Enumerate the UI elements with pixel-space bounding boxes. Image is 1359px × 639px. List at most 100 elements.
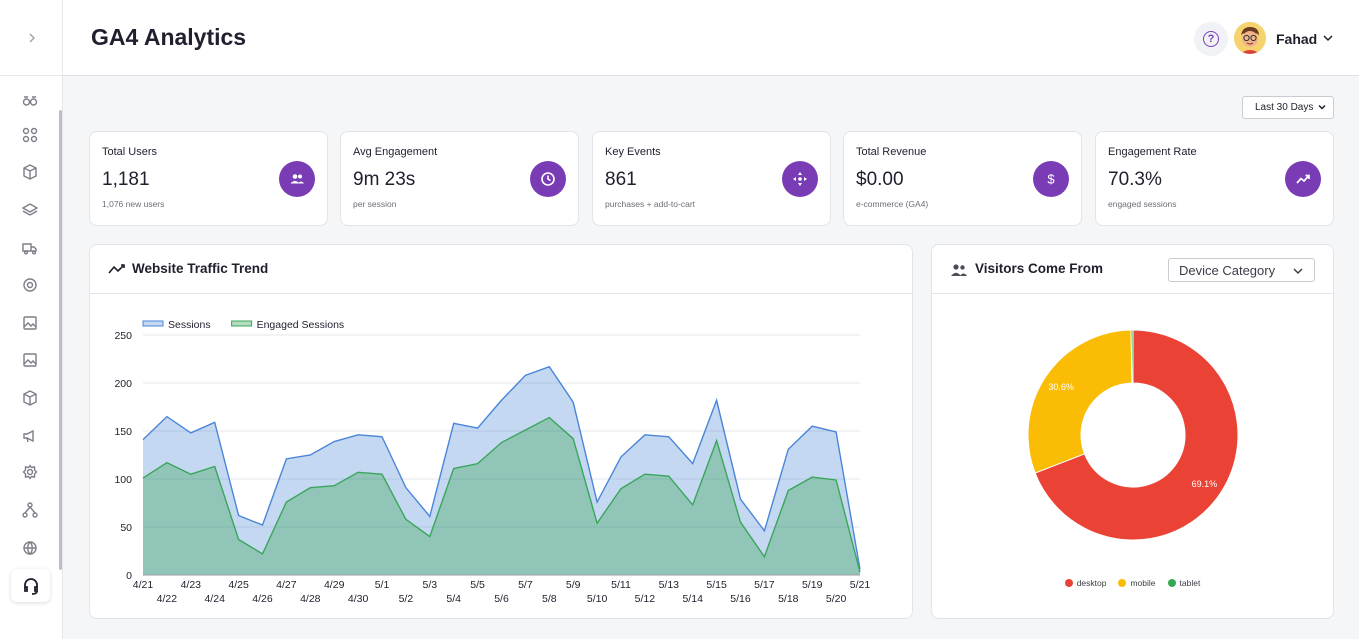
- top-header: GA4 Analytics ? Fahad: [63, 0, 1359, 76]
- avatar[interactable]: [1234, 22, 1266, 54]
- image-icon: [23, 353, 37, 367]
- x-tick-label: 5/19: [802, 579, 823, 591]
- y-tick-label: 150: [114, 426, 132, 438]
- legend-dot: [1118, 579, 1127, 587]
- legend-label: Engaged Sessions: [257, 319, 345, 331]
- eyes-icon: [22, 96, 38, 106]
- panel-header: Visitors Come From Device Category: [932, 245, 1333, 294]
- kpi-value: 9m 23s: [353, 169, 416, 190]
- donut-slice-label: 30.6%: [1048, 382, 1074, 392]
- legend-item-desktop[interactable]: desktop: [1064, 578, 1107, 588]
- donut-legend: desktop mobile tablet: [932, 578, 1333, 588]
- sidebar-item-media[interactable]: [18, 311, 42, 335]
- x-tick-label: 5/14: [682, 593, 703, 605]
- y-tick-label: 0: [126, 570, 132, 582]
- x-tick-label: 5/12: [635, 593, 656, 605]
- lifebuoy-icon: [23, 278, 37, 292]
- sidebar-item-global[interactable]: [18, 536, 42, 560]
- kpi-value: 861: [605, 169, 637, 190]
- x-tick-label: 5/1: [375, 579, 390, 591]
- sidebar-item-inventory[interactable]: [18, 386, 42, 410]
- image-icon: [23, 316, 37, 330]
- chevron-right-icon: [29, 33, 35, 42]
- layers-icon: [22, 203, 38, 216]
- x-tick-label: 5/9: [566, 579, 581, 591]
- sidebar-item-dashboard[interactable]: [18, 123, 42, 147]
- date-range-select[interactable]: Last 30 Days: [1242, 96, 1334, 119]
- legend-item-mobile[interactable]: mobile: [1118, 578, 1156, 588]
- legend-swatch: [231, 320, 253, 327]
- x-tick-label: 5/18: [778, 593, 799, 605]
- legend-dot: [1167, 579, 1176, 587]
- kpi-card-engagement-rate: Engagement Rate 70.3% engaged sessions: [1095, 131, 1334, 226]
- sidebar-item-layers[interactable]: [18, 198, 42, 222]
- sidebar-item-helpdesk[interactable]: [11, 569, 50, 602]
- sidebar-item-products[interactable]: [18, 160, 42, 184]
- series-line: [142, 365, 861, 570]
- date-range-value: Last 30 Days: [1255, 102, 1314, 113]
- sidebar-item-marketing[interactable]: [18, 424, 42, 448]
- sidebar-item-gallery[interactable]: [18, 348, 42, 372]
- kpi-subtext: per session: [353, 199, 397, 209]
- y-tick-label: 200: [114, 378, 132, 390]
- x-tick-label: 4/26: [252, 593, 273, 605]
- donut-slice-tablet: [1130, 329, 1134, 384]
- visitors-donut-chart: 69.1% 30.6%: [1027, 329, 1239, 541]
- x-tick-label: 4/30: [348, 593, 369, 605]
- x-tick-label: 4/28: [300, 593, 321, 605]
- legend-item-tablet[interactable]: tablet: [1167, 578, 1201, 588]
- series-area: [143, 417, 860, 575]
- x-tick-label: 5/15: [706, 579, 727, 591]
- x-tick-label: 5/2: [399, 593, 414, 605]
- box-icon: [23, 390, 37, 406]
- x-tick-label: 5/10: [587, 593, 608, 605]
- panel-title: Visitors Come From: [975, 261, 1104, 276]
- traffic-trend-panel: Website Traffic Trend 0 50 100 150 200 250 4/2…: [89, 244, 913, 619]
- x-tick-label: 4/25: [228, 579, 249, 591]
- sidebar-toggle-button[interactable]: [0, 0, 63, 76]
- sidebar-item-shipping[interactable]: [18, 236, 42, 260]
- user-name[interactable]: Fahad: [1276, 31, 1318, 47]
- x-tick-label: 5/6: [494, 593, 509, 605]
- kpi-label: Engagement Rate: [1108, 146, 1197, 158]
- chevron-down-icon: [1318, 104, 1326, 110]
- dollar-icon: $: [1033, 161, 1069, 197]
- x-tick-label: 4/24: [204, 593, 225, 605]
- chevron-down-icon[interactable]: [1321, 31, 1335, 45]
- sidebar-item-support[interactable]: [18, 273, 42, 297]
- x-tick-label: 5/17: [754, 579, 775, 591]
- network-icon: [22, 502, 38, 518]
- x-tick-label: 5/3: [422, 579, 437, 591]
- kpi-label: Total Users: [102, 146, 158, 158]
- kpi-card-total-users: Total Users 1,181 1,076 new users: [89, 131, 328, 226]
- page-title: GA4 Analytics: [91, 24, 247, 50]
- legend-label: tablet: [1179, 578, 1201, 588]
- sidebar-scrollbar[interactable]: [59, 110, 62, 570]
- kpi-label: Avg Engagement: [353, 146, 438, 158]
- panel-header: Website Traffic Trend: [90, 245, 912, 294]
- kpi-card-key-events: Key Events 861 purchases + add-to-cart: [592, 131, 831, 226]
- x-tick-label: 4/29: [324, 579, 345, 591]
- legend-dot: [1064, 579, 1073, 587]
- donut-slice-desktop: [1034, 329, 1239, 541]
- x-tick-label: 5/13: [659, 579, 680, 591]
- sidebar-item-network[interactable]: [18, 498, 42, 522]
- kpi-label: Key Events: [605, 146, 661, 158]
- visitors-source-panel: Visitors Come From Device Category 69.1%…: [931, 244, 1334, 619]
- svg-text:$: $: [1047, 172, 1055, 187]
- users-icon: [951, 264, 967, 276]
- clock-icon: [530, 161, 566, 197]
- kpi-subtext: purchases + add-to-cart: [605, 199, 696, 209]
- donut-slice-mobile: [1027, 329, 1133, 474]
- sidebar-item-overview[interactable]: [18, 89, 42, 113]
- legend-label: desktop: [1076, 578, 1107, 588]
- grid-icon: [22, 127, 38, 143]
- sidebar-item-settings[interactable]: [18, 460, 42, 484]
- move-icon: [782, 161, 818, 197]
- device-category-select[interactable]: Device Category: [1168, 258, 1315, 282]
- kpi-label: Total Revenue: [856, 146, 927, 158]
- sidebar: [0, 0, 63, 639]
- box-icon: [23, 164, 37, 180]
- help-button[interactable]: ?: [1194, 22, 1228, 56]
- x-tick-label: 5/4: [446, 593, 461, 605]
